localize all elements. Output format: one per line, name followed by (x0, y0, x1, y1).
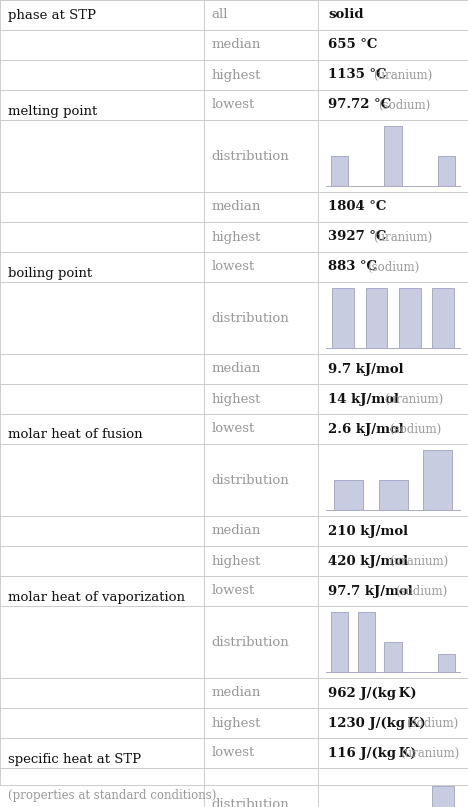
Text: (properties at standard conditions): (properties at standard conditions) (8, 789, 216, 802)
Text: 1804 °C: 1804 °C (328, 200, 387, 214)
Bar (331, 156, 348, 186)
Bar (331, 612, 348, 672)
Text: melting point: melting point (8, 104, 97, 118)
Text: 420 kJ/mol: 420 kJ/mol (328, 554, 409, 567)
Text: 97.72 °C: 97.72 °C (328, 98, 391, 111)
Text: solid: solid (328, 9, 364, 22)
Text: lowest: lowest (212, 261, 255, 274)
Text: (sodium): (sodium) (379, 98, 431, 111)
Text: 3927 °C: 3927 °C (328, 231, 387, 244)
Text: (uranium): (uranium) (373, 231, 432, 244)
Text: median: median (212, 200, 261, 214)
Text: (sodium): (sodium) (389, 423, 442, 436)
Text: lowest: lowest (212, 584, 255, 597)
Text: lowest: lowest (212, 423, 255, 436)
Text: 116 J/(kg K): 116 J/(kg K) (328, 746, 417, 759)
Text: highest: highest (212, 392, 261, 405)
Text: all: all (212, 9, 228, 22)
Text: lowest: lowest (212, 98, 255, 111)
Text: boiling point: boiling point (8, 266, 92, 279)
Text: highest: highest (212, 554, 261, 567)
Bar (432, 786, 454, 807)
Text: 9.7 kJ/mol: 9.7 kJ/mol (328, 362, 404, 375)
Text: 14 kJ/mol: 14 kJ/mol (328, 392, 399, 405)
Text: highest: highest (212, 231, 261, 244)
Bar (366, 288, 387, 348)
Text: molar heat of vaporization: molar heat of vaporization (8, 591, 185, 604)
Text: 210 kJ/mol: 210 kJ/mol (328, 525, 409, 537)
Bar (332, 288, 354, 348)
Text: lowest: lowest (212, 746, 255, 759)
Text: molar heat of fusion: molar heat of fusion (8, 429, 143, 441)
Bar (384, 126, 402, 186)
Text: distribution: distribution (212, 312, 289, 324)
Bar (379, 480, 408, 510)
Text: median: median (212, 687, 261, 700)
Text: distribution: distribution (212, 149, 289, 162)
Text: (sodium): (sodium) (406, 717, 458, 730)
Text: 655 °C: 655 °C (328, 39, 378, 52)
Text: 2.6 kJ/mol: 2.6 kJ/mol (328, 423, 404, 436)
Text: (sodium): (sodium) (395, 584, 447, 597)
Text: (sodium): (sodium) (367, 261, 420, 274)
Text: distribution: distribution (212, 797, 289, 807)
Bar (384, 642, 402, 672)
Text: distribution: distribution (212, 474, 289, 487)
Text: 97.7 kJ/mol: 97.7 kJ/mol (328, 584, 413, 597)
Bar (358, 612, 375, 672)
Text: 1135 °C: 1135 °C (328, 69, 387, 82)
Text: distribution: distribution (212, 635, 289, 649)
Bar (438, 156, 455, 186)
Text: median: median (212, 525, 261, 537)
Text: (uranium): (uranium) (389, 554, 449, 567)
Text: specific heat at STP: specific heat at STP (8, 752, 141, 766)
Bar (399, 288, 421, 348)
Text: 1230 J/(kg K): 1230 J/(kg K) (328, 717, 426, 730)
Text: (uranium): (uranium) (384, 392, 443, 405)
Text: median: median (212, 39, 261, 52)
Text: phase at STP: phase at STP (8, 9, 96, 22)
Text: 962 J/(kg K): 962 J/(kg K) (328, 687, 417, 700)
Bar (432, 288, 454, 348)
Text: (uranium): (uranium) (373, 69, 432, 82)
Text: highest: highest (212, 69, 261, 82)
Bar (334, 480, 363, 510)
Text: median: median (212, 362, 261, 375)
Text: 883 °C: 883 °C (328, 261, 377, 274)
Bar (423, 450, 452, 510)
Text: highest: highest (212, 717, 261, 730)
Text: (uranium): (uranium) (401, 746, 460, 759)
Bar (438, 654, 455, 672)
